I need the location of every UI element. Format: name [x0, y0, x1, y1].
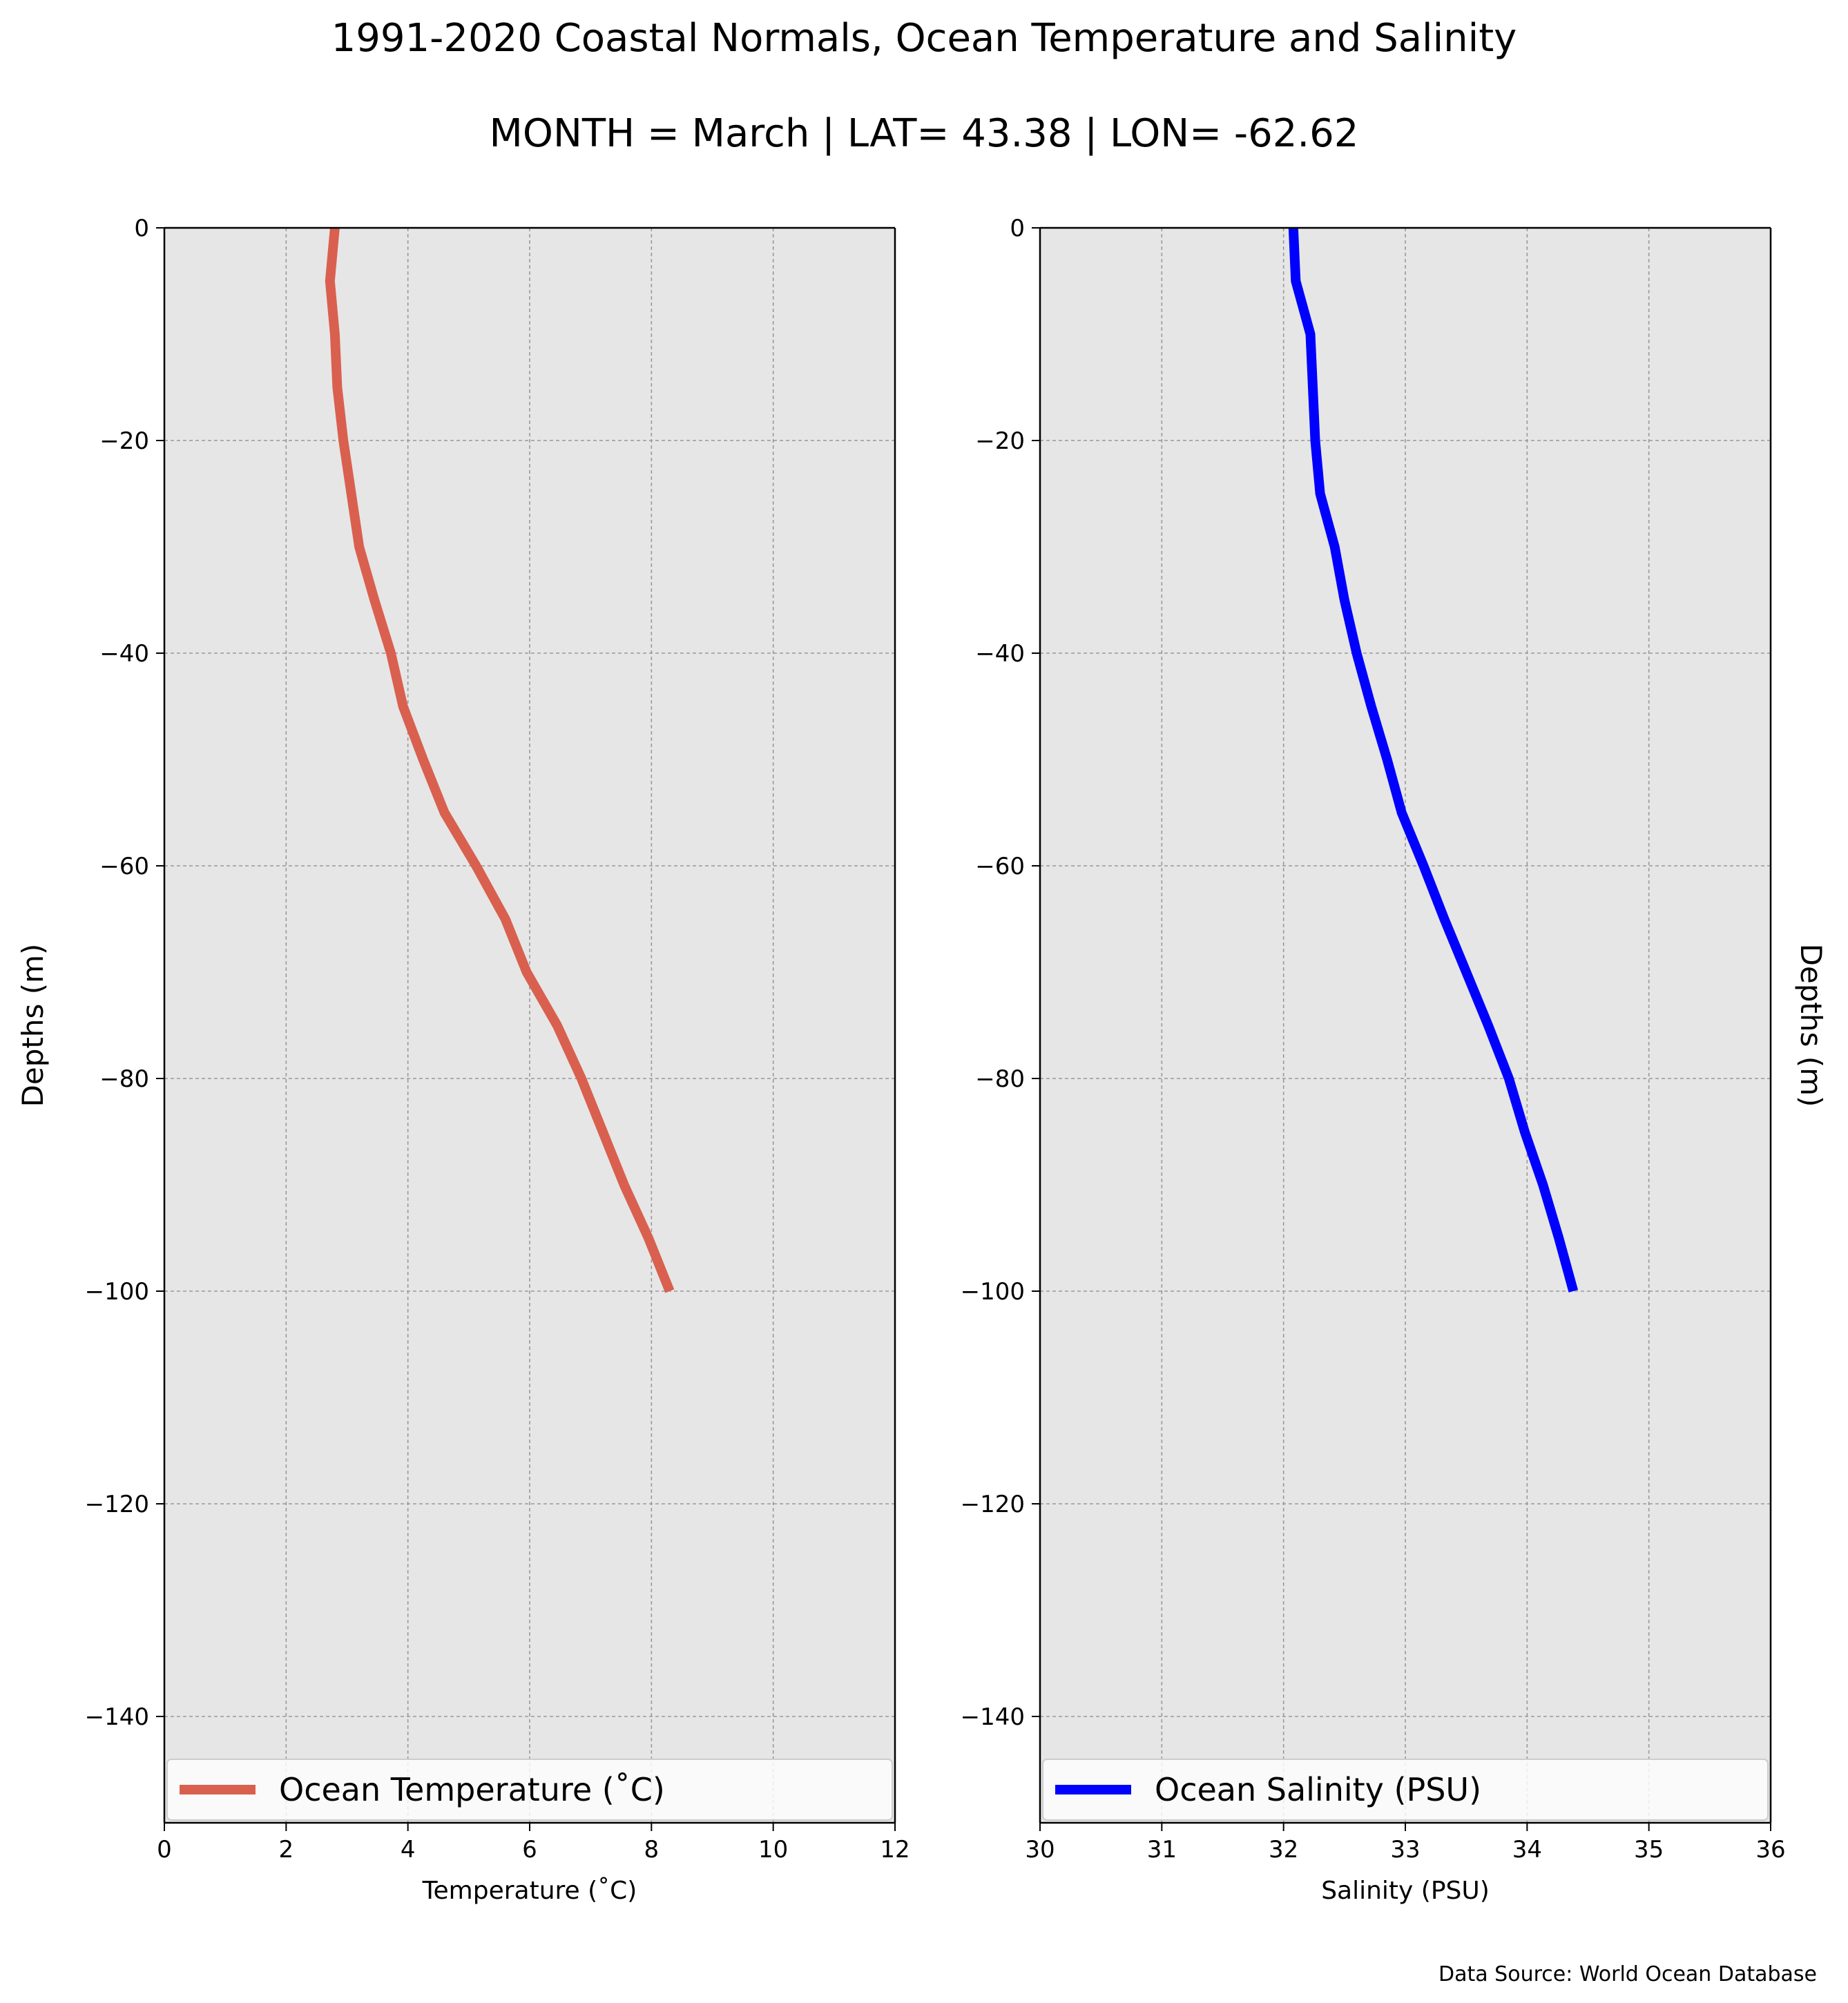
y-tick-label: −60: [975, 853, 1025, 880]
legend: Ocean Salinity (PSU): [1042, 1759, 1769, 1821]
chart-panel-1: 0 2 4 6 8 10 12 0 −20 −40 −60 −80 −100 −120 −140 Temper…: [16, 215, 910, 1905]
chart-subtitle: MONTH = March | LAT= 43.38 | LON= -62.62: [489, 111, 1359, 156]
x-tick-label: 2: [279, 1836, 294, 1864]
y-tick-label: −140: [85, 1703, 149, 1731]
y-tick-label: −100: [961, 1278, 1025, 1306]
series-line: [325, 227, 675, 1293]
y-tick-label: −40: [99, 640, 149, 668]
y-tick-label: −80: [975, 1065, 1025, 1093]
legend-box: [166, 1759, 893, 1821]
chart-panel-2: 30 31 32 33 34 35 36 0 −20 −40 −60 −80 −100 −120 −140 S…: [961, 215, 1828, 1905]
y-tick-label: −100: [85, 1278, 149, 1306]
x-tick-label: 31: [1147, 1836, 1177, 1864]
y-tick-label: 0: [134, 215, 149, 242]
x-tick-label: 4: [401, 1836, 416, 1864]
x-tick-label: 33: [1390, 1836, 1420, 1864]
legend-box: [1042, 1759, 1769, 1821]
legend: Ocean Temperature (˚C): [166, 1759, 893, 1821]
x-axis-label: Temperature (˚C): [422, 1877, 637, 1905]
y-axis-label: Depths (m): [16, 944, 50, 1107]
chart-title: 1991-2020 Coastal Normals, Ocean Tempera…: [331, 16, 1517, 61]
y-tick-label: 0: [1010, 215, 1025, 242]
y-axis-label: Depths (m): [1794, 944, 1828, 1107]
x-tick-label: 10: [758, 1836, 788, 1864]
y-tick-label: −60: [99, 853, 149, 880]
x-tick-label: 32: [1269, 1836, 1298, 1864]
x-tick-label: 36: [1755, 1836, 1785, 1864]
x-tick-label: 6: [522, 1836, 537, 1864]
y-tick-label: −40: [975, 640, 1025, 668]
x-axis-label: Salinity (PSU): [1321, 1877, 1490, 1905]
x-tick-label: 35: [1634, 1836, 1664, 1864]
x-tick-label: 0: [157, 1836, 172, 1864]
data-source-note: Data Source: World Ocean Database: [1438, 1962, 1817, 1986]
y-tick-label: −120: [85, 1491, 149, 1518]
y-tick-label: −20: [99, 427, 149, 455]
legend-label: Ocean Salinity (PSU): [1155, 1771, 1481, 1808]
x-tick-label: 30: [1025, 1836, 1055, 1864]
x-tick-label: 12: [880, 1836, 909, 1864]
series-line: [1288, 227, 1579, 1293]
x-tick-label: 34: [1512, 1836, 1542, 1864]
x-tick-label: 8: [644, 1836, 660, 1864]
y-tick-label: −120: [961, 1491, 1025, 1518]
y-tick-label: −80: [99, 1065, 149, 1093]
y-tick-label: −20: [975, 427, 1025, 455]
y-tick-label: −140: [961, 1703, 1025, 1731]
legend-label: Ocean Temperature (˚C): [279, 1771, 665, 1808]
